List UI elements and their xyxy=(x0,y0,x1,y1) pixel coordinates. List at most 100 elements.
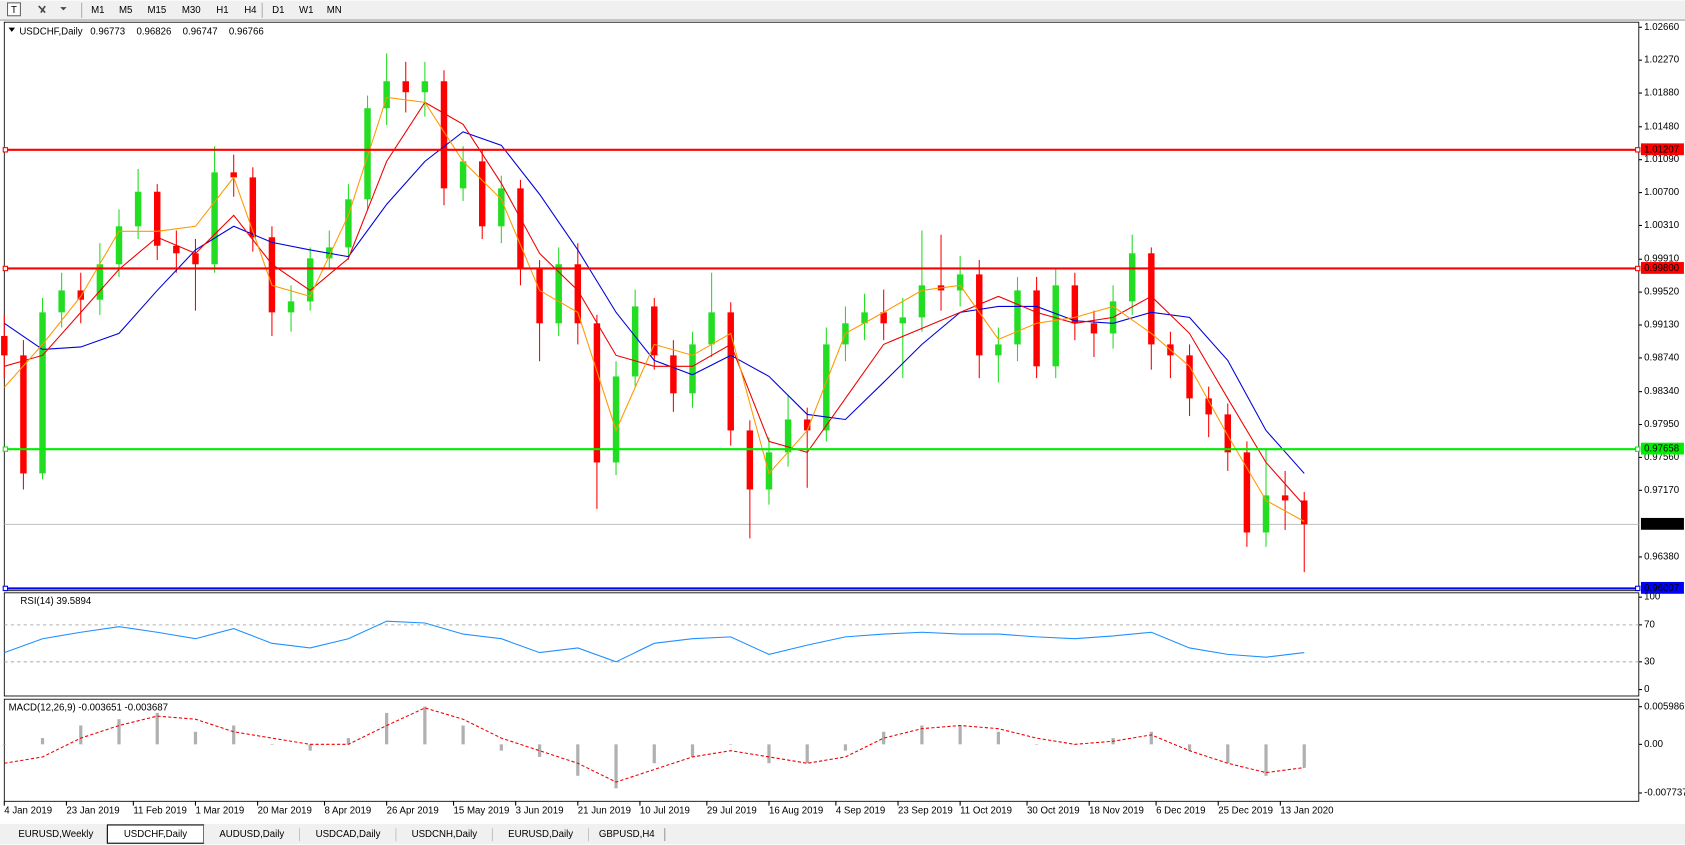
candle-body xyxy=(1052,285,1059,367)
candle-body xyxy=(478,161,486,227)
tab[interactable] xyxy=(588,824,665,844)
objects-icon[interactable] xyxy=(38,5,46,14)
candle-body xyxy=(1243,452,1251,533)
timeframe-button[interactable]: W1 xyxy=(299,5,313,16)
tab-label[interactable]: EURUSD,Weekly xyxy=(18,829,93,840)
tab[interactable] xyxy=(396,824,493,844)
candle-body xyxy=(115,226,123,265)
price-label: 1.01207 xyxy=(1644,144,1679,155)
x-tick-label: 8 Apr 2019 xyxy=(325,806,372,817)
x-tick-label: 23 Sep 2019 xyxy=(898,806,953,817)
y-tick-label: 1.00310 xyxy=(1644,220,1679,231)
x-tick-label: 4 Jan 2019 xyxy=(4,806,52,817)
candle-body xyxy=(976,274,983,356)
timeframe-button[interactable]: MN xyxy=(327,5,342,16)
dropdown-arrow[interactable] xyxy=(60,7,67,11)
macd-bar xyxy=(652,744,656,764)
price-label-box xyxy=(1640,581,1684,594)
timeframe-button[interactable]: D1 xyxy=(272,5,284,16)
macd-bar xyxy=(308,744,312,751)
candle-body xyxy=(612,376,620,463)
macd-bar xyxy=(576,744,580,776)
timeframe-button[interactable]: M15 xyxy=(147,5,166,16)
candle-body xyxy=(631,306,639,377)
x-tick-label: 23 Jan 2019 xyxy=(66,806,119,817)
tab-label[interactable]: AUDUSD,Daily xyxy=(219,829,284,840)
tab[interactable] xyxy=(492,824,589,844)
tab[interactable] xyxy=(4,824,108,844)
x-tick-label: 1 Mar 2019 xyxy=(195,806,244,817)
y-tick-label: 1.02660 xyxy=(1644,22,1679,33)
timeframe-button[interactable]: M1 xyxy=(91,5,104,16)
y-tick-label: 0.97560 xyxy=(1644,452,1679,463)
timeframe-button[interactable]: H4 xyxy=(244,5,257,16)
candle-body xyxy=(689,344,696,394)
candle-body xyxy=(211,172,218,265)
macd-bar xyxy=(805,744,809,764)
timeframe-button[interactable]: M30 xyxy=(182,5,201,16)
candle-body xyxy=(364,108,371,200)
macd-bar xyxy=(843,744,848,751)
candle-body xyxy=(956,274,964,291)
signal-line xyxy=(4,707,1305,783)
y-tick-label: 100 xyxy=(1644,592,1660,603)
main-panel xyxy=(3,21,1640,592)
line-handle xyxy=(2,147,9,153)
candle-body xyxy=(421,81,429,93)
macd-bar xyxy=(385,712,389,745)
y-tick-label: 0.99520 xyxy=(1644,287,1679,298)
candle-body xyxy=(880,312,887,324)
x-tick-label: 25 Dec 2019 xyxy=(1218,806,1273,817)
macd-bar xyxy=(79,725,83,745)
candle-body xyxy=(1281,495,1289,501)
header-value: 0.96826 xyxy=(136,26,171,37)
macd-bar xyxy=(1149,731,1153,745)
candle-body xyxy=(306,258,314,302)
macd-bar xyxy=(1302,744,1306,768)
candle-body xyxy=(1033,290,1040,367)
candle-body xyxy=(651,306,658,356)
tab[interactable] xyxy=(299,824,397,844)
y-tick-label: 0.97170 xyxy=(1644,485,1679,496)
macd-bar xyxy=(1034,744,1039,745)
macd-bar xyxy=(920,725,924,745)
y-tick-label: 0.98340 xyxy=(1644,386,1679,397)
candle-body xyxy=(1148,253,1155,345)
candle-body xyxy=(459,161,467,189)
text-tool-icon[interactable] xyxy=(6,2,21,17)
y-tick-label: 1.01880 xyxy=(1644,88,1679,99)
candle-body xyxy=(1205,398,1212,415)
tab[interactable] xyxy=(203,824,300,844)
price-label-box xyxy=(1640,517,1684,530)
candle-body xyxy=(498,188,505,227)
candle-body xyxy=(1186,355,1193,399)
x-tick-label: 11 Oct 2019 xyxy=(960,806,1012,817)
macd-bar xyxy=(958,725,962,745)
tab-label[interactable]: GBPUSD,H4 xyxy=(599,829,655,840)
macd-bar xyxy=(882,731,886,745)
candle-body xyxy=(134,191,142,227)
candle-body xyxy=(555,264,562,324)
rsi-panel xyxy=(3,592,1640,697)
moving-average xyxy=(4,101,1305,506)
y-tick-label: 1.01090 xyxy=(1644,154,1679,165)
candle-body xyxy=(287,301,295,313)
macd-bar xyxy=(537,744,542,757)
candle-body xyxy=(58,290,65,313)
tab-label[interactable]: EURUSD,Daily xyxy=(508,829,573,840)
tab-label[interactable]: USDCNH,Daily xyxy=(412,829,478,840)
candle-body xyxy=(77,290,84,300)
x-tick-label: 18 Nov 2019 xyxy=(1089,806,1144,817)
y-tick-label: 1.02270 xyxy=(1644,55,1679,66)
indicator-line xyxy=(4,620,1305,663)
candle-body xyxy=(803,419,811,431)
candle-body xyxy=(536,269,543,324)
tab-label[interactable]: USDCHF,Daily xyxy=(124,829,187,840)
candle-body xyxy=(1014,290,1021,345)
line-handle xyxy=(2,585,9,592)
timeframe-button[interactable]: M5 xyxy=(119,5,132,16)
header-arrow xyxy=(8,27,16,32)
price-label: 0.96007 xyxy=(1644,583,1679,594)
tab-label[interactable]: USDCAD,Daily xyxy=(316,829,381,840)
timeframe-button[interactable]: H1 xyxy=(216,5,228,16)
